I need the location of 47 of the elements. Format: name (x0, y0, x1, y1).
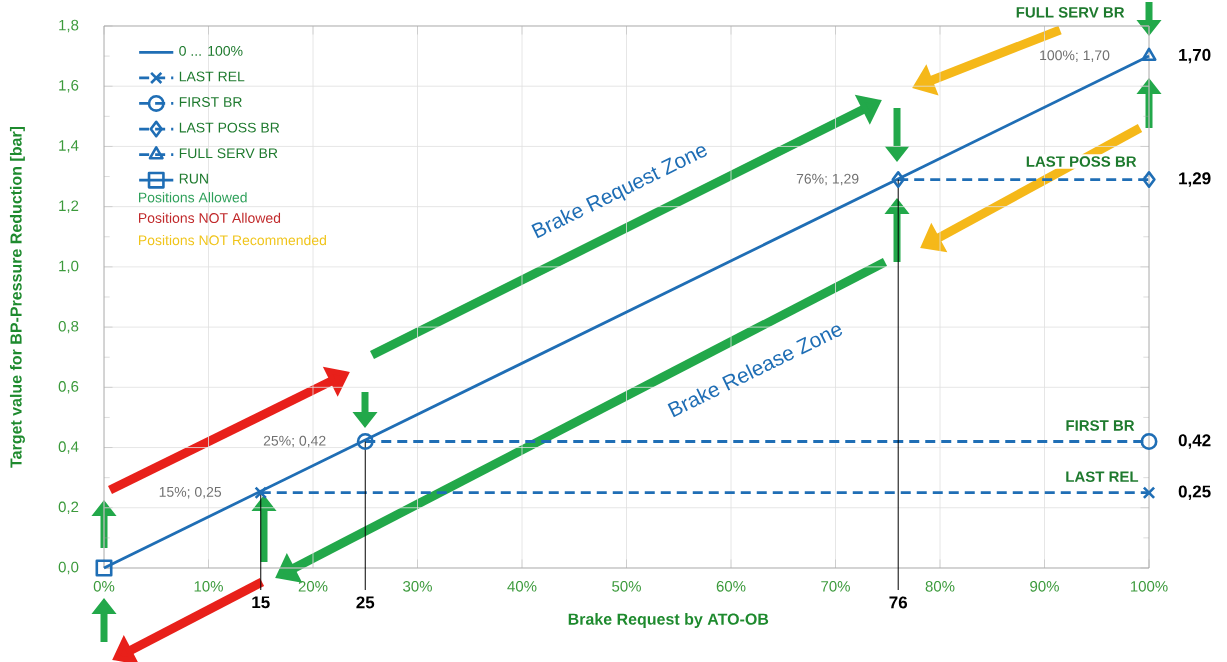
x-tick-label: 40% (507, 581, 537, 592)
annotation: Positions Allowed (139, 192, 247, 203)
legend-label: FIRST BR (179, 97, 242, 107)
y-tick-label: 0,2 (58, 501, 79, 514)
annotation: 15%; 0,25 (159, 486, 222, 499)
annotation: 25%; 0,42 (263, 435, 326, 448)
x-tick-label: 30% (403, 581, 432, 592)
y-tick-label: 1,4 (59, 140, 79, 153)
x-tick-label: 100% (1130, 581, 1168, 592)
x-tick-label: 90% (1030, 581, 1059, 592)
annotation: 76 (889, 596, 908, 609)
x-tick-label: 70% (821, 581, 850, 592)
y-tick-label: 0,6 (58, 381, 79, 394)
x-tick-label: 50% (612, 581, 641, 592)
y-axis-title: Target value for BP-Pressure Reduction [bar] (9, 126, 25, 468)
annotation: Positions NOT Allowed (139, 212, 281, 223)
legend-label: LAST REL (179, 71, 245, 82)
annotation: 1,29 (1179, 172, 1211, 187)
y-tick-label: 1,2 (59, 200, 79, 213)
legend-label: 0 ... 100% (179, 45, 243, 56)
annotation: 0,42 (1178, 434, 1211, 449)
annotation: Positions NOT Recommended (139, 234, 326, 246)
x-tick-label: 60% (716, 581, 746, 592)
annotation: LAST POSS BR (1026, 156, 1137, 167)
annotation: 15 (252, 596, 270, 609)
x-tick-label: 0% (93, 581, 115, 592)
x-tick-label: 20% (298, 581, 328, 592)
annotation: 100%; 1,70 (1040, 50, 1110, 62)
annotation: LAST REL (1066, 471, 1139, 483)
x-tick-label: 80% (925, 581, 955, 592)
x-axis-title: Brake Request by ATO-OB (568, 613, 769, 628)
legend-label: RUN (179, 173, 208, 184)
annotation: 1,70 (1179, 48, 1211, 64)
annotation: 76%; 1,29 (796, 173, 859, 186)
annotation: FIRST BR (1066, 420, 1135, 431)
y-tick-label: 1,0 (59, 260, 79, 274)
y-tick-label: 1,6 (59, 80, 79, 93)
legend-label: LAST POSS BR (179, 122, 280, 133)
y-tick-label: 0,4 (58, 441, 79, 454)
y-tick-label: 0,8 (58, 320, 79, 334)
legend-label: FULL SERV BR (179, 148, 278, 159)
annotation: 0,25 (1178, 485, 1211, 500)
annotation: 25 (356, 596, 375, 609)
x-tick-label: 10% (194, 581, 223, 592)
y-tick-label: 1,8 (59, 19, 79, 33)
text: FULL SERV BR (1016, 7, 1125, 18)
y-tick-label: 0,0 (58, 561, 79, 575)
